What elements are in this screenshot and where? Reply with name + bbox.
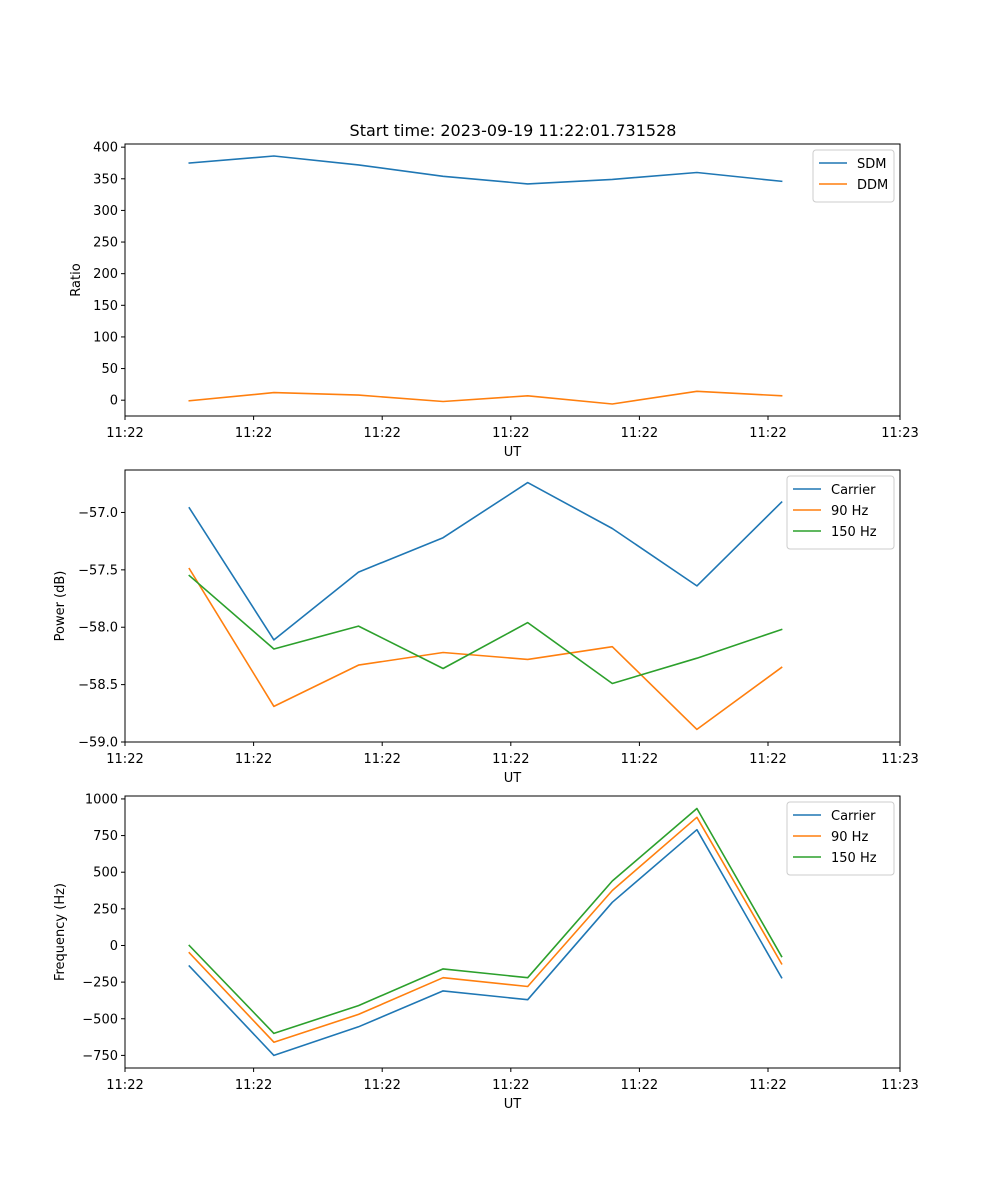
x-tick-label: 11:22	[492, 426, 529, 441]
series-line-ddm	[188, 390, 783, 405]
series-line-90-hz	[188, 567, 783, 731]
legend-label: 150 Hz	[831, 851, 877, 866]
x-tick-label: 11:22	[492, 752, 529, 767]
y-tick-label: 500	[93, 866, 118, 881]
y-tick-label: −57.0	[78, 506, 118, 521]
legend-label: 150 Hz	[831, 525, 877, 540]
x-axis-label: UT	[504, 445, 522, 460]
y-tick-label: 1000	[85, 792, 118, 807]
y-tick-label: 50	[101, 362, 118, 377]
series-line-150-hz	[188, 574, 783, 685]
x-tick-label: 11:22	[363, 752, 400, 767]
legend: Carrier 90 Hz 150 Hz	[786, 475, 895, 550]
y-tick-label: 0	[110, 394, 118, 409]
x-tick-label: 11:22	[363, 1078, 400, 1093]
series-line-90-hz	[188, 816, 783, 1043]
y-tick-label: 0	[110, 939, 118, 954]
chart-title: Start time: 2023-09-19 11:22:01.731528	[350, 121, 677, 140]
axes-frame	[124, 795, 901, 1069]
x-tick-label: 11:22	[749, 1078, 786, 1093]
y-tick-label: 750	[93, 829, 118, 844]
legend-label: DDM	[857, 178, 888, 193]
x-tick-label: 11:22	[235, 426, 272, 441]
x-tick-label: 11:22	[492, 1078, 529, 1093]
legend-label: Carrier	[831, 483, 876, 498]
x-tick-label: 11:23	[881, 426, 918, 441]
x-tick-label: 11:22	[106, 752, 143, 767]
x-axis-label: UT	[504, 771, 522, 786]
legend-label: 90 Hz	[831, 830, 868, 845]
x-tick-label: 11:22	[106, 426, 143, 441]
panels: 0 50 100 150 200 250 300 350 400 11:22 11:22 11:22 1…	[53, 141, 919, 1112]
x-tick-label: 11:23	[881, 1078, 918, 1093]
legend-label: Carrier	[831, 809, 876, 824]
y-tick-label: 350	[93, 172, 118, 187]
y-tick-label: 200	[93, 267, 118, 282]
y-tick-label: 250	[93, 902, 118, 917]
y-tick-label: 300	[93, 204, 118, 219]
x-tick-label: 11:22	[621, 1078, 658, 1093]
y-tick-label: −59.0	[78, 736, 118, 751]
panel-ratio: 0 50 100 150 200 250 300 350 400 11:22 11:22 11:22 1…	[69, 141, 919, 460]
legend: SDM DDM	[812, 149, 895, 203]
x-axis-label: UT	[504, 1097, 522, 1112]
y-tick-label: 250	[93, 236, 118, 251]
x-tick-label: 11:23	[881, 752, 918, 767]
x-tick-label: 11:22	[621, 426, 658, 441]
y-tick-label: 150	[93, 299, 118, 314]
y-tick-label: −750	[82, 1049, 118, 1064]
y-tick-label: 100	[93, 330, 118, 345]
y-tick-label: −57.5	[78, 563, 118, 578]
legend-label: SDM	[857, 157, 886, 172]
panel-frequency: −750 −500 −250 0 250 500 750 1000 11:22 11:22 11:2…	[53, 792, 919, 1112]
x-tick-label: 11:22	[106, 1078, 143, 1093]
axes-frame	[124, 469, 901, 743]
series-line-carrier	[188, 828, 783, 1057]
legend: Carrier 90 Hz 150 Hz	[786, 801, 895, 876]
panel-power: −59.0 −58.5 −58.0 −57.5 −57.0 11:22 11:22 11:22…	[53, 469, 919, 786]
legend-label: 90 Hz	[831, 504, 868, 519]
series-line-sdm	[188, 155, 783, 185]
x-tick-label: 11:22	[235, 752, 272, 767]
y-tick-label: −58.0	[78, 621, 118, 636]
axes-frame	[124, 143, 901, 417]
y-axis-label: Frequency (Hz)	[53, 883, 68, 981]
y-axis-label: Power (dB)	[53, 571, 68, 642]
x-tick-label: 11:22	[749, 752, 786, 767]
x-tick-label: 11:22	[621, 752, 658, 767]
y-tick-label: 400	[93, 141, 118, 156]
series-line-carrier	[188, 481, 783, 641]
series-line-150-hz	[188, 807, 783, 1035]
y-tick-label: −58.5	[78, 678, 118, 693]
x-tick-label: 11:22	[235, 1078, 272, 1093]
y-tick-label: −250	[82, 976, 118, 991]
y-axis-label: Ratio	[69, 263, 84, 296]
x-tick-label: 11:22	[749, 426, 786, 441]
x-tick-label: 11:22	[363, 426, 400, 441]
y-tick-label: −500	[82, 1012, 118, 1027]
